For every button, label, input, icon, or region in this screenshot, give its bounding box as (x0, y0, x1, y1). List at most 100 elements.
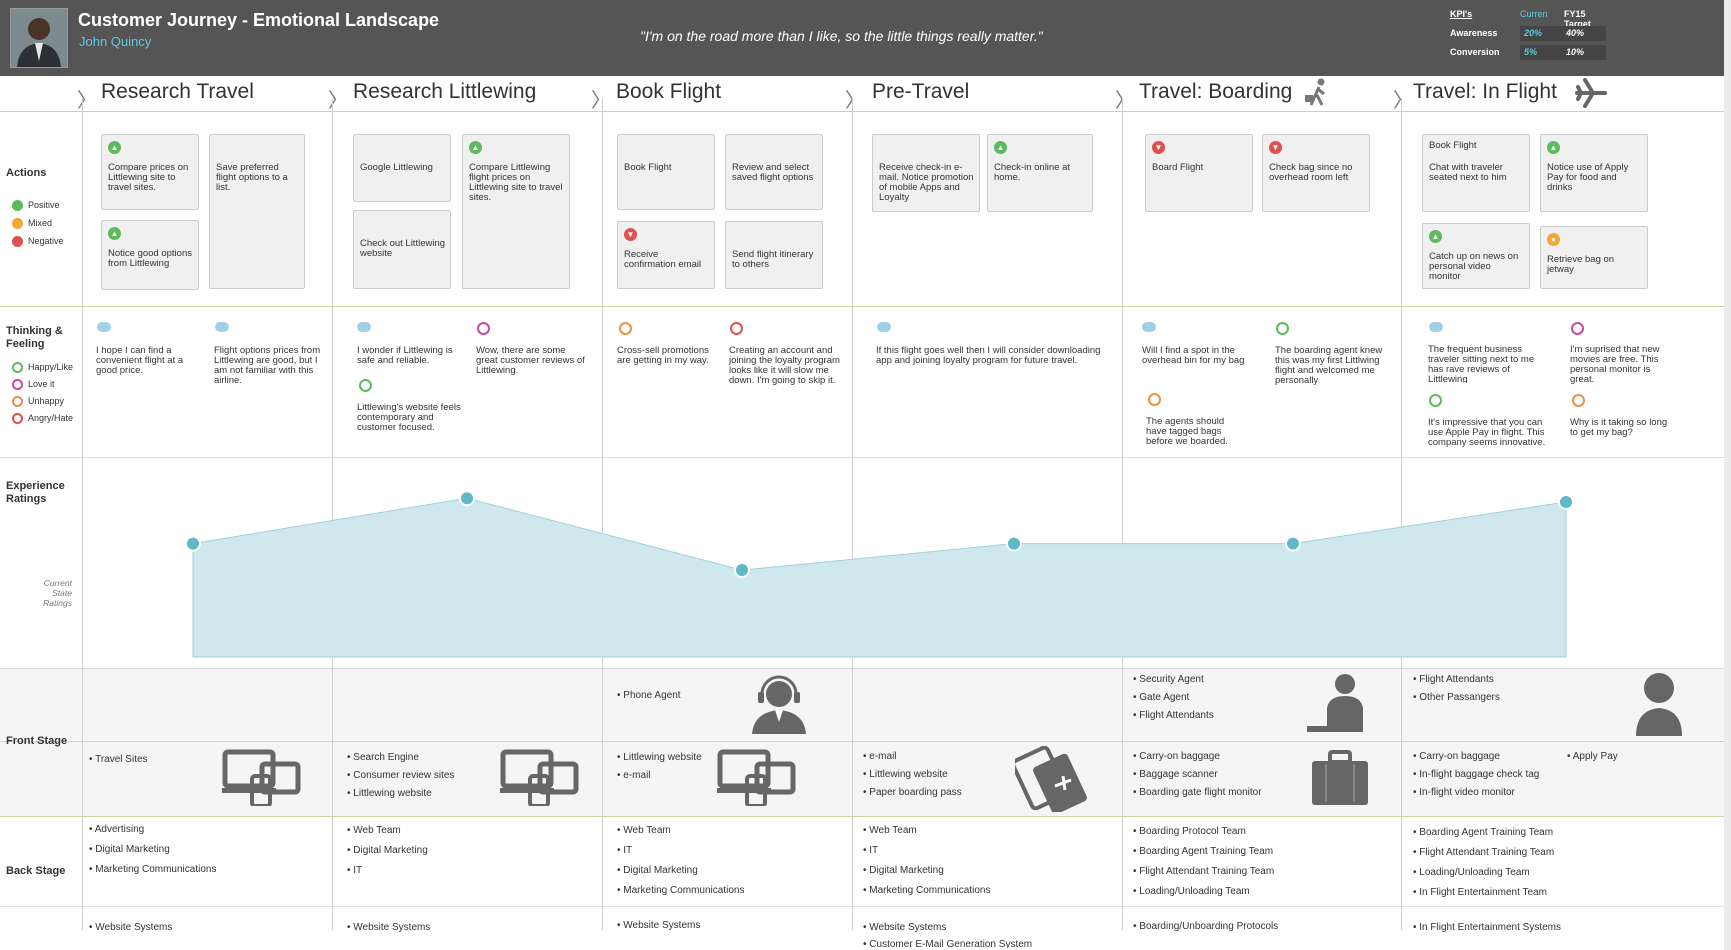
list-item: e-mail (863, 748, 962, 766)
row-divider (0, 741, 1731, 742)
action-card: Book Flight Chat with traveler seated nex… (1422, 134, 1530, 212)
list-item: Carry-on baggage (1413, 748, 1539, 766)
column-divider (332, 98, 333, 930)
positive-icon (12, 200, 23, 211)
team-list: Advertising Digital Marketing Marketing … (89, 820, 217, 880)
chevron-right-icon: 〉 (1393, 90, 1413, 112)
devices-icon (222, 749, 301, 806)
positive-icon: ▲ (1429, 230, 1442, 243)
happy-icon (12, 362, 23, 373)
action-text: Retrieve bag on jetway (1547, 254, 1615, 275)
chevron-right-icon: 〉 (328, 90, 348, 112)
chevron-right-icon: 〉 (77, 90, 97, 112)
action-text: Check out Littlewing website (360, 238, 446, 259)
scrollbar[interactable] (1724, 0, 1731, 950)
action-card: Save preferred flight options to a list. (209, 134, 305, 289)
list-item: Flight Attendant Training Team (1133, 862, 1274, 882)
speech-bubble-icon (1429, 322, 1443, 332)
current-state-label: Current State Ratings (43, 578, 72, 608)
negative-icon: ▼ (624, 228, 637, 241)
list-item: Website Systems (89, 919, 172, 937)
speech-bubble-icon (97, 322, 111, 332)
gate-agent-desk-icon (1307, 674, 1363, 732)
action-text: Notice good options from Littlewing (108, 248, 192, 269)
people-list: Flight Attendants Other Passangers (1413, 671, 1500, 707)
kpi-header-current: Curren (1520, 9, 1548, 19)
team-list: Boarding Protocol Team Boarding Agent Tr… (1133, 822, 1274, 902)
thought-text: I hope I can find a convenient flight at… (96, 345, 184, 376)
list-item: Flight Attendants (1413, 671, 1500, 689)
negative-icon: ▼ (1152, 141, 1165, 154)
row-label-experience: Experience Ratings (6, 480, 65, 505)
list-item: Boarding Agent Training Team (1133, 842, 1274, 862)
column-divider (1401, 98, 1402, 930)
team-list: Web Team IT Digital Marketing Marketing … (617, 821, 744, 901)
kpi-row-current: 5% (1520, 45, 1562, 60)
thought-text: The frequent business traveler sitting n… (1428, 345, 1535, 383)
mixed-icon: ● (1547, 233, 1560, 246)
unhappy-icon (12, 396, 23, 407)
rating-point-2 (734, 562, 750, 579)
airplane-icon (1575, 78, 1607, 108)
legend-label: Negative (28, 236, 64, 246)
thought-text: Wow, there are some great customer revie… (476, 345, 585, 376)
passenger-icon (1636, 673, 1682, 736)
list-item: Travel Sites (89, 751, 147, 769)
positive-icon: ▲ (108, 141, 121, 154)
action-text: Send flight itinerary to others (732, 249, 814, 270)
row-divider (0, 306, 1731, 307)
devices-icon (717, 749, 796, 806)
rating-point-5 (1558, 494, 1574, 511)
list-item: e-mail (617, 767, 702, 785)
list-item: Phone Agent (617, 687, 680, 705)
touchpoint-list: Travel Sites (89, 751, 147, 769)
kpi-row-current: 20% (1520, 26, 1562, 41)
list-item: Other Passangers (1413, 689, 1500, 707)
action-card: ▼ Check bag since no overhead room left (1262, 134, 1370, 212)
legend-label: Happy/Like (28, 362, 74, 372)
list-item: Marketing Communications (863, 881, 990, 901)
list-item: Marketing Communications (617, 881, 744, 901)
column-divider (82, 98, 83, 930)
list-item: Littlewing website (617, 749, 701, 767)
action-text: Board Flight (1152, 162, 1204, 173)
list-item: Flight Attendant Training Team (1413, 843, 1554, 863)
team-list: Web Team Digital Marketing IT (347, 821, 427, 881)
devices-icon (500, 749, 579, 806)
chevron-right-icon: 〉 (591, 90, 611, 112)
list-item: Littlewing website (863, 766, 962, 784)
action-card: ▲ Notice use of Apply Pay for food and dr… (1540, 134, 1648, 212)
list-item: Security Agent (1133, 671, 1214, 689)
rating-point-1 (459, 490, 475, 507)
team-list: Web Team IT Digital Marketing Marketing … (863, 821, 990, 901)
action-card: ● Retrieve bag on jetway (1540, 226, 1648, 289)
list-item: Web Team (863, 821, 990, 841)
thought-text: The agents should have tagged bags befor… (1146, 416, 1228, 447)
action-text: Compare Littlewing flight prices on Litt… (469, 162, 563, 203)
happy-icon (1276, 322, 1289, 335)
rating-point-4 (1285, 535, 1301, 552)
positive-icon: ▲ (108, 227, 121, 240)
list-item: Gate Agent (1133, 689, 1214, 707)
speech-bubble-icon (877, 322, 891, 332)
thought-text: Creating an account and joining the loya… (729, 345, 840, 386)
column-divider (602, 98, 603, 930)
list-item: Digital Marketing (89, 840, 216, 860)
list-item: Loading/Unloading Team (1133, 882, 1274, 902)
legend-label: Love it (28, 379, 55, 389)
kpi-header-target: FY15 Target (1564, 9, 1591, 29)
list-item: Search Engine (347, 749, 454, 767)
headset-agent-icon (752, 675, 806, 734)
list-item: Boarding gate flight monitor (1133, 784, 1261, 802)
action-text: Save preferred flight options to a list. (216, 162, 288, 193)
list-item: In Flight Entertainment Team (1413, 883, 1554, 903)
action-card: Send flight itinerary to others (725, 221, 823, 289)
list-item: Boarding Agent Training Team (1413, 823, 1554, 843)
touchpoint-list: Carry-on baggage In-flight baggage check… (1413, 748, 1539, 802)
row-divider (0, 816, 1731, 817)
action-text: Receive check-in e-mail. Notice promotio… (879, 162, 974, 203)
love-icon (12, 379, 23, 390)
row-divider (0, 457, 1731, 458)
action-text: Catch up on news on personal video monit… (1429, 251, 1519, 282)
touchpoint-list: Carry-on baggage Baggage scanner Boardin… (1133, 748, 1261, 802)
